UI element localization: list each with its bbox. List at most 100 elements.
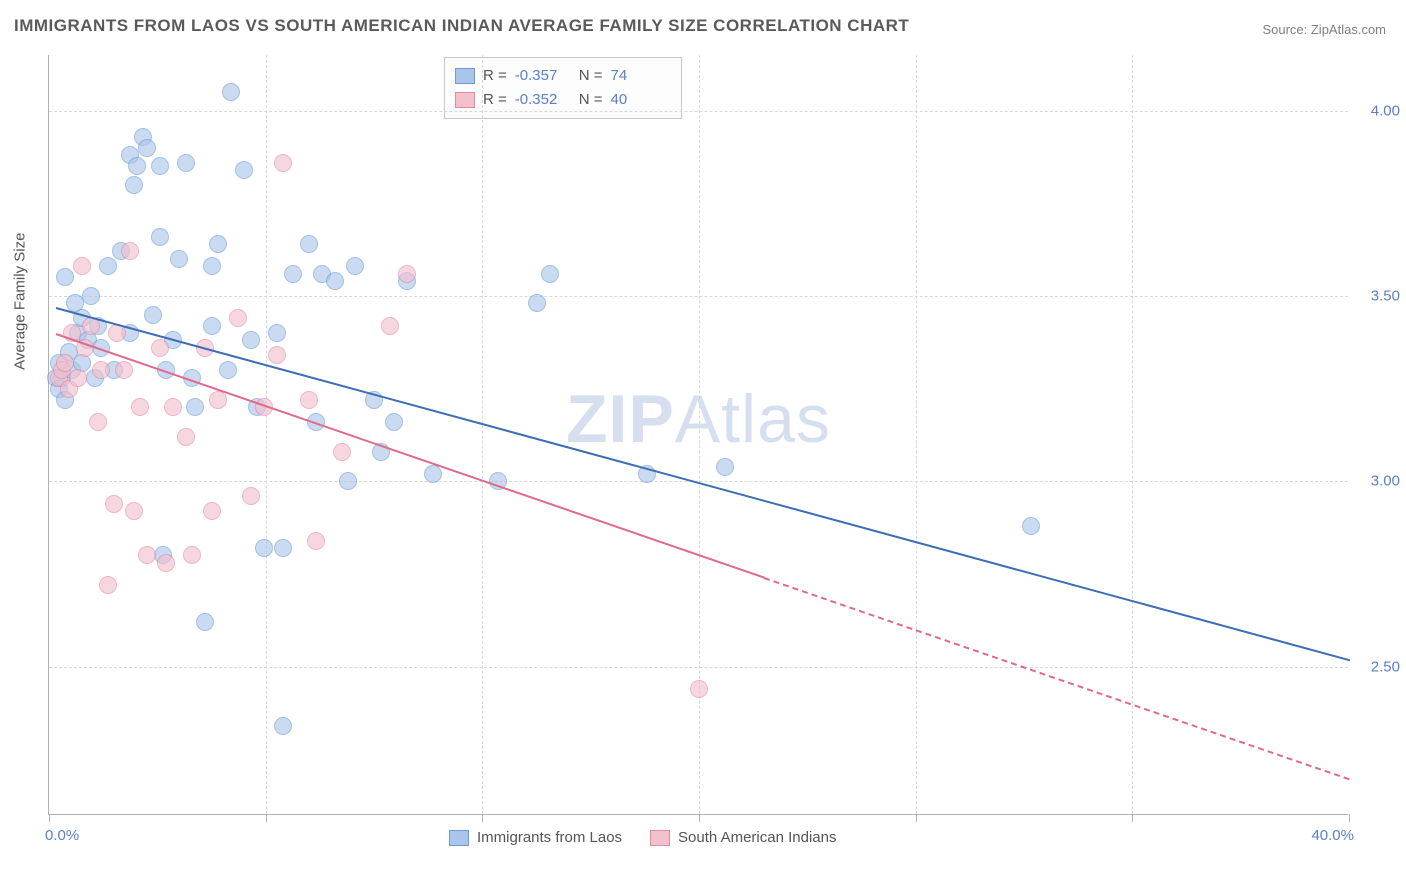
data-point-laos (541, 265, 559, 283)
r-value-laos: -0.357 (515, 64, 571, 88)
data-point-laos (203, 257, 221, 275)
x-min-label: 0.0% (45, 827, 79, 844)
data-point-sai (183, 546, 201, 564)
x-tick (699, 814, 700, 822)
data-point-laos (528, 294, 546, 312)
y-tick-label: 3.00 (1371, 473, 1400, 490)
r-label: R = (483, 88, 507, 112)
data-point-laos (219, 361, 237, 379)
swatch-sai (650, 830, 670, 846)
data-point-sai (56, 354, 74, 372)
data-point-sai (138, 546, 156, 564)
y-tick-label: 4.00 (1371, 102, 1400, 119)
trend-line (55, 333, 764, 579)
swatch-laos (449, 830, 469, 846)
legend-label-laos: Immigrants from Laos (477, 829, 622, 846)
data-point-sai (268, 346, 286, 364)
r-value-sai: -0.352 (515, 88, 571, 112)
data-point-laos (196, 613, 214, 631)
data-point-sai (209, 391, 227, 409)
x-tick (916, 814, 917, 822)
n-label: N = (579, 88, 603, 112)
data-point-laos (326, 272, 344, 290)
data-point-sai (274, 154, 292, 172)
x-tick (266, 814, 267, 822)
data-point-sai (300, 391, 318, 409)
data-point-sai (381, 317, 399, 335)
series-legend: Immigrants from Laos South American Indi… (449, 829, 836, 846)
data-point-laos (144, 306, 162, 324)
data-point-sai (690, 680, 708, 698)
x-tick (1132, 814, 1133, 822)
data-point-sai (242, 487, 260, 505)
n-label: N = (579, 64, 603, 88)
data-point-sai (99, 576, 117, 594)
data-point-laos (177, 154, 195, 172)
data-point-laos (209, 235, 227, 253)
data-point-sai (151, 339, 169, 357)
data-point-laos (385, 413, 403, 431)
data-point-sai (73, 257, 91, 275)
data-point-sai (105, 495, 123, 513)
chart-title: IMMIGRANTS FROM LAOS VS SOUTH AMERICAN I… (14, 16, 909, 36)
data-point-laos (242, 331, 260, 349)
data-point-laos (151, 228, 169, 246)
data-point-sai (121, 242, 139, 260)
data-point-sai (203, 502, 221, 520)
data-point-laos (339, 472, 357, 490)
data-point-laos (255, 539, 273, 557)
data-point-sai (164, 398, 182, 416)
data-point-sai (177, 428, 195, 446)
data-point-laos (186, 398, 204, 416)
data-point-laos (235, 161, 253, 179)
data-point-sai (131, 398, 149, 416)
gridline-v (482, 55, 483, 814)
y-tick-label: 3.50 (1371, 287, 1400, 304)
data-point-laos (274, 717, 292, 735)
data-point-laos (125, 176, 143, 194)
x-tick (49, 814, 50, 822)
gridline-v (1132, 55, 1133, 814)
data-point-laos (151, 157, 169, 175)
data-point-sai (229, 309, 247, 327)
swatch-laos (455, 68, 475, 84)
plot-area: ZIPAtlas R = -0.357 N = 74 R = -0.352 N … (48, 55, 1348, 815)
gridline-v (266, 55, 267, 814)
n-value-sai: 40 (611, 88, 667, 112)
legend-row-sai: R = -0.352 N = 40 (455, 88, 667, 112)
data-point-laos (1022, 517, 1040, 535)
x-max-label: 40.0% (1311, 827, 1354, 844)
data-point-sai (69, 369, 87, 387)
correlation-chart: IMMIGRANTS FROM LAOS VS SOUTH AMERICAN I… (0, 0, 1406, 892)
data-point-laos (268, 324, 286, 342)
legend-item-laos: Immigrants from Laos (449, 829, 622, 846)
data-point-sai (115, 361, 133, 379)
legend-item-sai: South American Indians (650, 829, 836, 846)
data-point-laos (56, 268, 74, 286)
data-point-laos (203, 317, 221, 335)
x-tick (1349, 814, 1350, 822)
n-value-laos: 74 (611, 64, 667, 88)
legend-row-laos: R = -0.357 N = 74 (455, 64, 667, 88)
data-point-laos (300, 235, 318, 253)
trend-extrapolation (764, 577, 1350, 780)
data-point-laos (274, 539, 292, 557)
r-label: R = (483, 64, 507, 88)
data-point-laos (99, 257, 117, 275)
y-axis-label: Average Family Size (12, 233, 29, 370)
y-tick-label: 2.50 (1371, 658, 1400, 675)
gridline-v (916, 55, 917, 814)
trend-line (55, 307, 1349, 661)
swatch-sai (455, 92, 475, 108)
data-point-sai (398, 265, 416, 283)
x-tick (482, 814, 483, 822)
legend-label-sai: South American Indians (678, 829, 836, 846)
data-point-laos (346, 257, 364, 275)
data-point-laos (222, 83, 240, 101)
data-point-laos (424, 465, 442, 483)
data-point-sai (125, 502, 143, 520)
data-point-sai (92, 361, 110, 379)
data-point-laos (170, 250, 188, 268)
data-point-sai (89, 413, 107, 431)
data-point-laos (716, 458, 734, 476)
